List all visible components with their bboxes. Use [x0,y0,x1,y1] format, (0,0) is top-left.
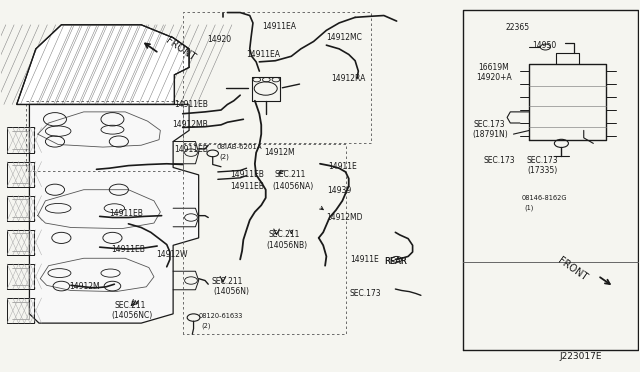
Text: 14911EA: 14911EA [262,22,296,31]
Text: 14912M: 14912M [264,148,295,157]
Text: (2): (2) [202,323,211,329]
Text: 14912MC: 14912MC [326,33,362,42]
Text: SEC.211: SEC.211 [211,277,243,286]
Text: 14911E: 14911E [351,255,380,264]
Polygon shape [17,25,189,105]
Text: 14912MB: 14912MB [172,121,207,129]
Text: 14920: 14920 [207,35,231,44]
Text: REAR: REAR [385,257,407,266]
Text: 14911EB: 14911EB [174,145,208,154]
Text: 08146-8162G: 08146-8162G [521,195,566,201]
Text: 16619M: 16619M [477,63,509,72]
Text: 14939: 14939 [328,186,352,195]
Text: 14911EA: 14911EA [246,50,280,59]
Text: 14950: 14950 [532,41,556,50]
Text: (14056NA): (14056NA) [272,182,314,190]
Text: 08120-61633: 08120-61633 [198,314,243,320]
Text: (14056NC): (14056NC) [112,311,153,320]
Text: 14912MD: 14912MD [326,213,363,222]
Text: (18791N): (18791N) [472,130,508,140]
Text: 14912M: 14912M [70,282,100,291]
Text: (17335): (17335) [527,166,557,175]
Text: (1): (1) [524,205,534,212]
Text: FRONT: FRONT [164,35,196,62]
Text: 14912W: 14912W [156,250,188,259]
Text: 22365: 22365 [505,23,529,32]
Text: SEC.173: SEC.173 [473,121,505,129]
Text: 14912RA: 14912RA [332,74,366,83]
Text: (2): (2) [219,154,229,160]
Text: FRONT: FRONT [556,256,589,283]
Polygon shape [29,105,198,323]
Text: 08IAB-6201A: 08IAB-6201A [216,144,262,150]
Text: SEC.211: SEC.211 [274,170,305,179]
Text: 14911EB: 14911EB [174,100,208,109]
Text: SEC.211: SEC.211 [269,230,300,240]
Text: 14911EB: 14911EB [230,182,264,190]
Text: SEC.173: SEC.173 [349,289,381,298]
Text: 14911EB: 14911EB [230,170,264,179]
Text: 14911E: 14911E [328,162,357,171]
Text: SEC.173: SEC.173 [483,156,515,165]
Text: 14920+A: 14920+A [476,73,512,82]
Text: J223017E: J223017E [559,352,602,361]
Text: REAR: REAR [385,257,407,266]
Text: (14056N): (14056N) [213,288,250,296]
Text: SEC.211: SEC.211 [115,301,146,310]
Text: 14911EB: 14911EB [109,209,143,218]
Text: SEC.173: SEC.173 [527,156,559,165]
Text: 14911EB: 14911EB [111,245,145,254]
Text: (14056NB): (14056NB) [266,241,307,250]
